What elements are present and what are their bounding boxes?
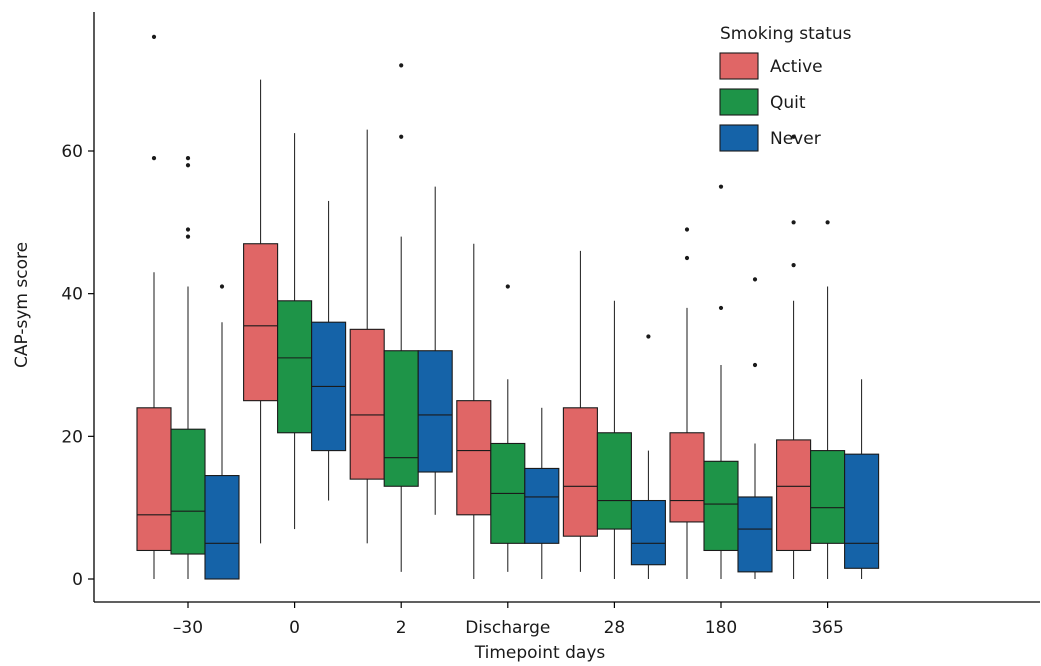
box-group-quit	[490, 284, 526, 572]
box-group-never	[204, 284, 240, 580]
outlier-point	[825, 220, 830, 225]
outlier-point	[219, 284, 225, 289]
box-group-never	[311, 200, 347, 501]
box-group-quit	[703, 184, 739, 579]
box	[170, 428, 206, 555]
box-group-quit	[383, 63, 419, 572]
legend-label-quit: Quit	[770, 93, 806, 113]
outlier-point	[151, 156, 157, 161]
legend-swatch-quit	[719, 88, 759, 116]
y-tick-label: 40	[61, 285, 83, 305]
outlier-point	[151, 34, 157, 39]
x-tick-label: 2	[396, 618, 407, 638]
box	[776, 439, 812, 552]
y-axis-title: CAP-sym score	[12, 242, 32, 368]
legend-swatch-never	[719, 124, 759, 152]
box-group-never	[737, 277, 773, 579]
outlier-point	[752, 277, 758, 282]
outlier-point	[646, 334, 651, 339]
box	[524, 467, 560, 544]
box	[596, 432, 632, 530]
outlier-point	[185, 227, 191, 232]
box	[456, 400, 492, 516]
box-group-active	[243, 79, 279, 544]
legend-title: Smoking status	[720, 24, 852, 44]
outlier-point	[399, 63, 404, 68]
x-tick-label: Discharge	[465, 618, 550, 638]
outlier-point	[791, 263, 796, 268]
y-tick-label: 20	[61, 427, 83, 447]
box-group-quit	[277, 133, 313, 530]
y-axis: 0 20 40 60	[61, 142, 94, 590]
outlier-point	[185, 156, 191, 161]
box-group-never	[417, 186, 453, 515]
box-group-active	[349, 129, 385, 544]
outlier-point	[684, 255, 690, 261]
box-group-active	[136, 34, 172, 579]
outlier-point	[752, 362, 758, 368]
outlier-point	[505, 284, 510, 289]
box	[844, 453, 880, 569]
outlier-point	[684, 227, 690, 232]
box	[703, 460, 739, 552]
box-group-never	[844, 379, 880, 579]
box-group-quit	[170, 156, 206, 579]
x-tick-label: 28	[604, 618, 626, 638]
legend-label-active: Active	[770, 57, 823, 77]
x-tick-label: 0	[289, 618, 300, 638]
legend-label-never: Never	[770, 129, 821, 149]
box-group-never	[630, 334, 666, 579]
outlier-point	[185, 234, 191, 239]
x-axis-title: Timepoint days	[474, 643, 606, 663]
x-tick-label: –30	[173, 618, 203, 638]
box-group-never	[524, 407, 560, 579]
box-group-active	[562, 250, 598, 572]
box	[630, 499, 666, 566]
outlier-point	[791, 220, 796, 225]
box	[277, 300, 313, 434]
x-tick-label: 180	[705, 618, 737, 638]
box-group-active	[776, 134, 812, 579]
box	[204, 475, 240, 580]
outlier-point	[185, 163, 191, 168]
box	[383, 350, 419, 487]
plot-area	[136, 34, 880, 580]
outlier-point	[791, 134, 796, 139]
box	[669, 432, 705, 523]
box-group-active	[456, 243, 492, 579]
outlier-point	[399, 134, 404, 139]
box-group-quit	[810, 220, 846, 579]
box	[136, 407, 172, 552]
x-tick-label: 365	[811, 618, 843, 638]
legend-swatch-active	[719, 52, 759, 80]
outlier-point	[718, 184, 724, 189]
y-tick-label: 60	[61, 142, 83, 162]
legend: Smoking status Active Quit Never	[719, 24, 852, 152]
box-group-quit	[596, 300, 632, 579]
y-tick-label: 0	[72, 570, 83, 590]
box	[810, 450, 846, 544]
box	[243, 243, 279, 402]
box	[737, 496, 773, 573]
box	[562, 407, 598, 537]
box	[417, 350, 453, 473]
box-group-active	[669, 227, 705, 579]
x-axis: –30 0 2 Discharge 28 180 365	[173, 602, 844, 638]
box	[349, 328, 385, 480]
outlier-point	[718, 305, 724, 311]
